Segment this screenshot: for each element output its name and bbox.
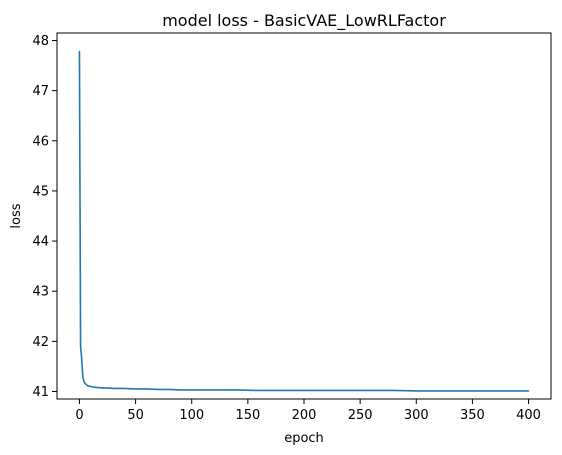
loss-series-line [78,50,530,392]
x-tick-label: 250 [348,408,373,423]
chart-title: model loss - BasicVAE_LowRLFactor [162,11,446,31]
x-tick-label: 400 [516,408,541,423]
y-tick-label: 46 [32,134,49,149]
y-axis-label: loss [9,203,24,228]
x-axis-label: epoch [284,431,324,446]
y-tick-label: 45 [32,184,49,199]
y-tick-label: 42 [32,335,49,350]
y-tick-label: 48 [32,34,49,49]
y-tick-label: 43 [32,285,49,300]
y-tick-label: 41 [32,385,49,400]
x-tick-label: 50 [127,408,144,423]
x-tick-label: 150 [235,408,260,423]
y-tick-label: 47 [32,84,49,99]
x-tick-label: 300 [404,408,429,423]
plot-frame [56,32,552,400]
x-tick-label: 0 [75,408,83,423]
x-tick-label: 100 [179,408,204,423]
y-tick-label: 44 [32,235,49,250]
x-tick-label: 350 [460,408,485,423]
x-tick-label: 200 [292,408,317,423]
plot-area [78,50,530,392]
